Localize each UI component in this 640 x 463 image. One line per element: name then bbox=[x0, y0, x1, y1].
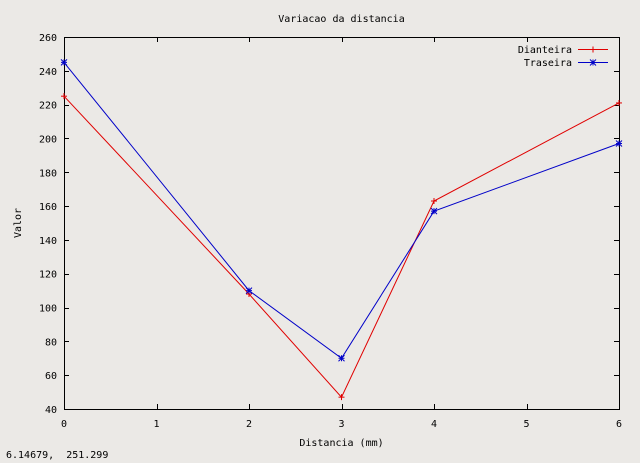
data-point-dianteira bbox=[431, 198, 437, 205]
legend-marker bbox=[590, 46, 596, 53]
y-tick-label: 120 bbox=[39, 270, 57, 281]
series-line-dianteira bbox=[63, 95, 620, 399]
plot-frame bbox=[64, 37, 620, 410]
axis-ticks: 0 1 2 3 4 5 6 40 60 80 100 120 140 160 180 200 220 240 260 bbox=[39, 33, 622, 430]
x-tick-label: 1 bbox=[153, 419, 159, 430]
y-tick-label: 220 bbox=[39, 101, 57, 112]
data-point-traseira bbox=[430, 207, 438, 215]
y-tick-label: 180 bbox=[39, 168, 57, 179]
data-point-traseira bbox=[245, 287, 253, 294]
y-tick-label: 260 bbox=[39, 33, 57, 44]
y-tick-label: 240 bbox=[39, 67, 57, 78]
data-point-dianteira bbox=[338, 394, 345, 401]
coordinate-readout: 6.14679, 251.299 bbox=[6, 450, 109, 461]
x-tick-label: 0 bbox=[61, 419, 67, 430]
y-tick-label: 160 bbox=[39, 202, 57, 213]
y-tick-label: 60 bbox=[45, 371, 57, 382]
y-tick-label: 200 bbox=[39, 134, 57, 145]
x-tick-label: 6 bbox=[616, 419, 622, 430]
series-layer bbox=[60, 59, 623, 401]
x-tick-label: 2 bbox=[246, 419, 252, 430]
legend: Dianteira Traseira bbox=[518, 45, 608, 69]
legend-label: Traseira bbox=[524, 58, 572, 69]
data-point-traseira bbox=[338, 354, 345, 362]
data-point-traseira bbox=[615, 140, 623, 147]
legend-marker bbox=[589, 59, 597, 66]
y-axis-label: Valor bbox=[13, 208, 24, 238]
x-tick-label: 5 bbox=[523, 419, 529, 430]
y-tick-label: 140 bbox=[39, 236, 57, 247]
chart-title: Variacao da distancia bbox=[278, 14, 404, 25]
series-line-traseira bbox=[63, 62, 620, 360]
y-tick-label: 100 bbox=[39, 304, 57, 315]
legend-label: Dianteira bbox=[518, 45, 572, 56]
x-tick-label: 4 bbox=[431, 419, 437, 430]
data-point-dianteira bbox=[61, 93, 67, 100]
data-point-traseira bbox=[60, 59, 68, 66]
y-tick-label: 40 bbox=[45, 405, 57, 416]
data-point-dianteira bbox=[616, 99, 622, 106]
y-tick-label: 80 bbox=[45, 337, 57, 348]
x-tick-label: 3 bbox=[338, 419, 344, 430]
x-axis-label: Distancia (mm) bbox=[299, 438, 383, 449]
